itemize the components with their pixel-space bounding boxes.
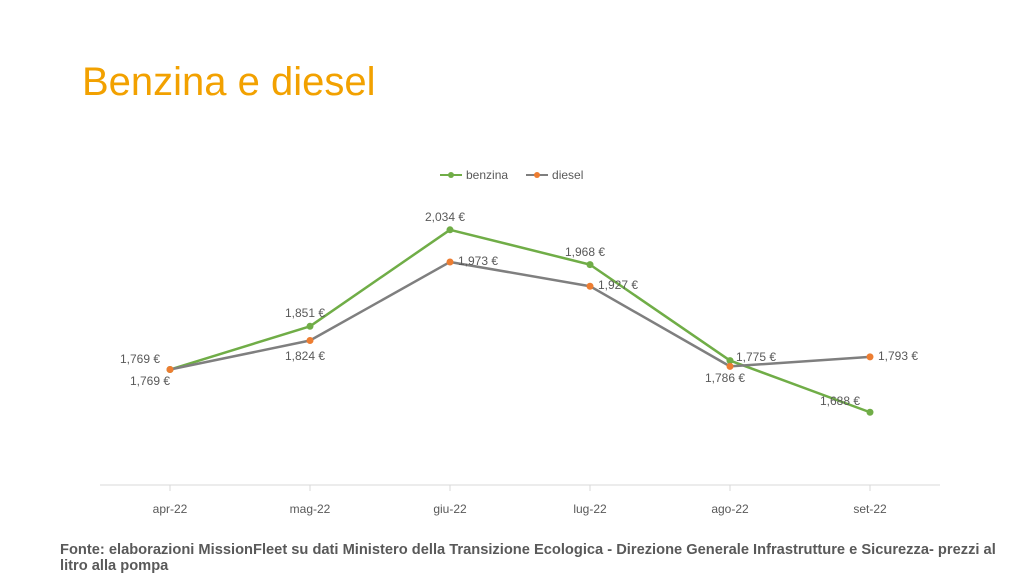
data-label: 1,769 €: [120, 352, 160, 366]
source-footnote: Fonte: elaborazioni MissionFleet su dati…: [60, 542, 1024, 574]
x-axis-label: giu-22: [433, 502, 466, 516]
data-label: 1,968 €: [565, 245, 605, 259]
data-label: 1,927 €: [598, 278, 638, 292]
x-axis-label: set-22: [853, 502, 886, 516]
data-label: 1,769 €: [130, 374, 170, 388]
data-label: 1,688 €: [820, 394, 860, 408]
data-label: 1,793 €: [878, 349, 918, 363]
data-label: 1,775 €: [736, 350, 776, 364]
page: { "title": { "text": "Benzina e diesel",…: [0, 0, 1024, 576]
data-label: 1,851 €: [285, 306, 325, 320]
x-axis-label: mag-22: [290, 502, 331, 516]
data-label: 2,034 €: [425, 210, 465, 224]
x-axis-label: lug-22: [573, 502, 606, 516]
x-axis-label: ago-22: [711, 502, 748, 516]
data-label: 1,973 €: [458, 254, 498, 268]
line-chart: [0, 0, 1024, 576]
data-label: 1,786 €: [705, 371, 745, 385]
data-label: 1,824 €: [285, 349, 325, 363]
x-axis-label: apr-22: [153, 502, 188, 516]
